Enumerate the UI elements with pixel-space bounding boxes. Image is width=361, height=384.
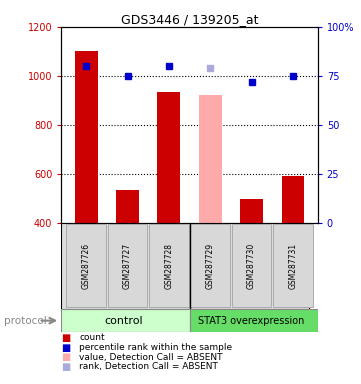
Text: ■: ■: [61, 333, 71, 343]
Text: GSM287727: GSM287727: [123, 243, 132, 289]
Bar: [232, 224, 271, 307]
Bar: [149, 224, 189, 307]
Text: STAT3 overexpression: STAT3 overexpression: [198, 316, 305, 326]
Text: protocol: protocol: [4, 316, 46, 326]
Text: control: control: [104, 316, 143, 326]
Text: GSM287731: GSM287731: [288, 243, 297, 289]
Text: ■: ■: [61, 343, 71, 353]
Bar: [66, 224, 106, 307]
Bar: [108, 224, 147, 307]
Text: GSM287730: GSM287730: [247, 243, 256, 289]
Bar: [190, 309, 318, 332]
Text: GSM287729: GSM287729: [206, 243, 215, 289]
Text: GSM287728: GSM287728: [164, 243, 173, 289]
Bar: [157, 92, 180, 223]
Text: percentile rank within the sample: percentile rank within the sample: [79, 343, 232, 352]
Title: GDS3446 / 139205_at: GDS3446 / 139205_at: [121, 13, 258, 26]
Text: rank, Detection Call = ABSENT: rank, Detection Call = ABSENT: [79, 362, 218, 371]
Text: ■: ■: [61, 352, 71, 362]
Text: value, Detection Call = ABSENT: value, Detection Call = ABSENT: [79, 353, 223, 362]
Text: count: count: [79, 333, 105, 343]
Bar: [199, 95, 222, 223]
Bar: [190, 224, 230, 307]
Text: GSM287726: GSM287726: [82, 243, 91, 289]
Bar: [240, 199, 263, 223]
Bar: [273, 224, 313, 307]
Text: ■: ■: [61, 362, 71, 372]
Bar: [75, 51, 97, 223]
Bar: [61, 309, 190, 332]
Bar: [282, 176, 304, 223]
Bar: [116, 190, 139, 223]
